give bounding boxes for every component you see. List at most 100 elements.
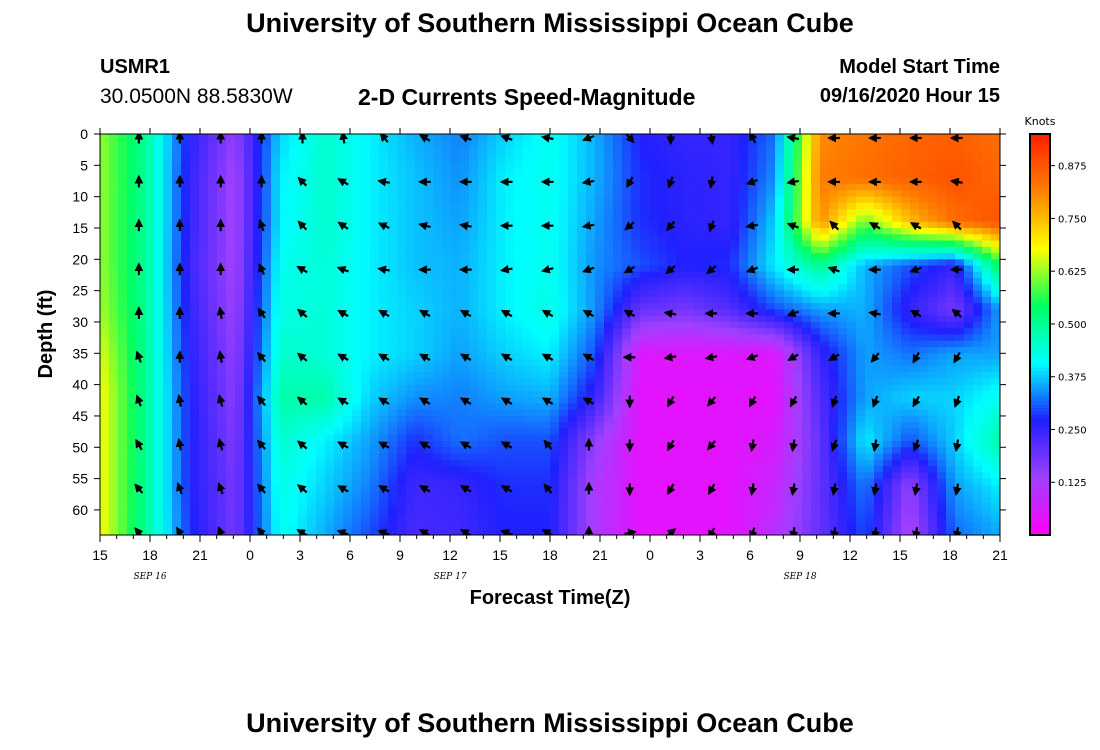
heatmap-cell xyxy=(199,434,209,442)
heatmap-cell xyxy=(163,315,173,323)
heatmap-cell xyxy=(856,403,866,411)
heatmap-cell xyxy=(649,328,659,336)
heatmap-cell xyxy=(343,227,353,235)
heatmap-cell xyxy=(730,328,740,336)
heatmap-cell xyxy=(271,415,281,423)
heatmap-cell xyxy=(505,303,515,311)
heatmap-cell xyxy=(703,227,713,235)
heatmap-cell xyxy=(703,315,713,323)
heatmap-cell xyxy=(676,415,686,423)
heatmap-cell xyxy=(937,171,947,179)
heatmap-cell xyxy=(991,184,1000,191)
heatmap-cell xyxy=(676,334,686,342)
heatmap-cell xyxy=(838,265,848,273)
heatmap-cell xyxy=(676,171,686,179)
heatmap-cell xyxy=(640,253,650,260)
heatmap-cell xyxy=(280,271,290,279)
heatmap-cell xyxy=(523,303,533,311)
heatmap-cell xyxy=(991,159,1000,166)
heatmap-cell xyxy=(838,378,848,386)
heatmap-cell xyxy=(919,246,929,254)
heatmap-cell xyxy=(100,146,110,154)
heatmap-cell xyxy=(919,171,929,179)
heatmap-cell xyxy=(505,190,515,198)
heatmap-cell xyxy=(397,271,407,279)
heatmap-cell xyxy=(352,253,362,260)
heatmap-cell xyxy=(244,221,254,229)
heatmap-cell xyxy=(694,428,704,436)
heatmap-cell xyxy=(973,259,983,267)
heatmap-cell xyxy=(541,146,551,154)
heatmap-cell xyxy=(847,227,857,235)
heatmap-cell xyxy=(190,284,200,292)
heatmap-cell xyxy=(685,403,695,411)
heatmap-cell xyxy=(523,215,533,223)
heatmap-cell xyxy=(748,190,758,198)
heatmap-cell xyxy=(208,296,218,304)
heatmap-cell xyxy=(946,422,956,430)
heatmap-cell xyxy=(685,434,695,442)
heatmap-cell xyxy=(613,215,623,223)
heatmap-cell xyxy=(136,403,146,411)
heatmap-cell xyxy=(145,146,155,154)
heatmap-cell xyxy=(937,347,947,354)
heatmap-cell xyxy=(127,259,137,267)
heatmap-cell xyxy=(433,384,443,392)
heatmap-cell xyxy=(586,340,596,348)
heatmap-cell xyxy=(577,409,587,417)
heatmap-cell xyxy=(244,209,254,217)
heatmap-cell xyxy=(973,271,983,279)
heatmap-cell xyxy=(595,271,605,279)
heatmap-cell xyxy=(100,422,110,430)
heatmap-cell xyxy=(163,390,173,398)
heatmap-cell xyxy=(451,403,461,411)
heatmap-cell xyxy=(379,347,389,354)
heatmap-cell xyxy=(100,284,110,292)
heatmap-cell xyxy=(829,184,839,191)
heatmap-cell xyxy=(478,171,488,179)
heatmap-cell xyxy=(397,278,407,285)
heatmap-cell xyxy=(505,215,515,223)
heatmap-cell xyxy=(451,165,461,173)
heatmap-cell xyxy=(676,403,686,411)
heatmap-cell xyxy=(631,134,641,141)
heatmap-cell xyxy=(892,240,902,248)
heatmap-cell xyxy=(253,253,263,260)
heatmap-cell xyxy=(370,221,380,229)
heatmap-cell xyxy=(658,196,668,204)
heatmap-cell xyxy=(991,253,1000,260)
heatmap-cell xyxy=(739,152,749,160)
heatmap-cell xyxy=(514,422,524,430)
heatmap-cell xyxy=(811,202,821,210)
heatmap-cell xyxy=(226,409,236,417)
heatmap-cell xyxy=(883,315,893,323)
heatmap-cell xyxy=(559,315,569,323)
heatmap-cell xyxy=(199,372,209,379)
heatmap-cell xyxy=(514,146,524,154)
heatmap-cell xyxy=(658,372,668,379)
heatmap-cell xyxy=(640,403,650,411)
heatmap-cell xyxy=(343,221,353,229)
heatmap-cell xyxy=(559,309,569,317)
heatmap-cell xyxy=(397,190,407,198)
heatmap-cell xyxy=(199,271,209,279)
heatmap-cell xyxy=(334,159,344,166)
heatmap-cell xyxy=(937,384,947,392)
heatmap-cell xyxy=(379,296,389,304)
heatmap-cell xyxy=(109,296,119,304)
heatmap-cell xyxy=(280,415,290,423)
heatmap-cell xyxy=(370,171,380,179)
heatmap-cell xyxy=(235,265,245,273)
heatmap-cell xyxy=(217,340,227,348)
heatmap-cell xyxy=(991,146,1000,154)
heatmap-cell xyxy=(370,190,380,198)
heatmap-cell xyxy=(919,434,929,442)
heatmap-cell xyxy=(595,347,605,354)
heatmap-cell xyxy=(568,234,578,242)
heatmap-cell xyxy=(883,434,893,442)
heatmap-cell xyxy=(982,271,992,279)
heatmap-cell xyxy=(721,165,731,173)
heatmap-cell xyxy=(766,159,776,166)
heatmap-cell xyxy=(505,146,515,154)
heatmap-cell xyxy=(280,365,290,373)
